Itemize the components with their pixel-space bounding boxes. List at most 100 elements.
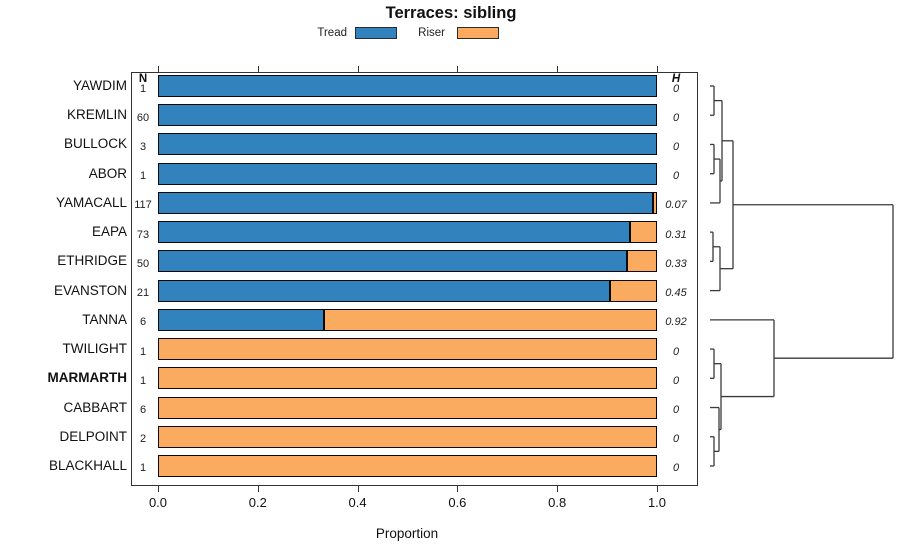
row-label: EAPA: [91, 224, 127, 240]
row-label: CABBART: [63, 399, 127, 415]
n-value: 21: [136, 287, 150, 300]
stacked-bar: [158, 454, 657, 477]
x-tick-top: [557, 66, 559, 72]
bar-segment-riser: [609, 279, 657, 302]
bar-segment-tread: [158, 104, 657, 127]
x-tick-label: 0.8: [548, 495, 567, 510]
legend-label-riser: Riser: [418, 27, 445, 39]
stacked-bar: [158, 425, 657, 448]
n-value: 6: [139, 404, 147, 417]
bar-segment-tread: [158, 308, 325, 331]
x-tick-label: 1.0: [647, 495, 667, 510]
legend-swatch-riser: [457, 27, 499, 39]
n-value: 1: [139, 170, 147, 183]
x-tick-label: 0.6: [448, 495, 467, 510]
stacked-bar: [158, 367, 657, 390]
h-value: 0: [672, 82, 680, 95]
h-value: 0: [672, 170, 680, 183]
row-label: TWILIGHT: [62, 341, 128, 357]
x-tick-label: 0.0: [148, 495, 168, 510]
bar-segment-tread: [158, 221, 630, 244]
n-value: 6: [139, 316, 147, 329]
stacked-bar: [158, 308, 657, 331]
stacked-bar: [158, 191, 657, 214]
bar-segment-riser: [627, 250, 657, 273]
bar-segment-tread: [158, 162, 657, 185]
bar-segment-tread: [158, 75, 657, 97]
bar-segment-tread: [158, 279, 610, 302]
row-label: TANNA: [82, 311, 127, 327]
bar-segment-riser: [158, 454, 657, 477]
n-value: 2: [139, 433, 147, 446]
bar-segment-riser: [629, 221, 657, 244]
h-value: 0.45: [665, 287, 687, 300]
bar-segment-tread: [158, 133, 657, 156]
bar-segment-riser: [652, 191, 657, 214]
bar-segment-riser: [324, 308, 657, 331]
h-value: 0.31: [665, 228, 687, 241]
plot-box: [131, 72, 698, 486]
x-tick-bottom: [557, 486, 559, 492]
stacked-bar: [158, 221, 657, 244]
h-value: 0: [672, 345, 680, 358]
h-value: 0: [672, 111, 680, 124]
h-value: 0: [672, 374, 680, 387]
legend-label-tread: Tread: [317, 27, 347, 39]
n-value: 1: [139, 82, 147, 95]
row-label: KREMLIN: [66, 107, 127, 123]
row-label: YAWDIM: [73, 78, 127, 93]
stacked-bar: [158, 396, 657, 419]
n-column-header: N: [138, 73, 148, 85]
h-value: 0: [672, 462, 680, 475]
h-value: 0.92: [665, 316, 687, 329]
row-label: BULLOCK: [63, 136, 127, 152]
row-label: BLACKHALL: [48, 457, 127, 473]
bar-segment-tread: [158, 191, 653, 214]
bar-segment-riser: [158, 367, 657, 390]
x-tick-top: [158, 66, 159, 72]
row-label: ABOR: [88, 165, 127, 181]
n-value: 1: [139, 462, 147, 475]
legend-swatch-tread: [355, 27, 397, 39]
n-value: 60: [136, 111, 150, 124]
x-tick-label: 0.4: [348, 495, 367, 510]
x-tick-top: [657, 66, 658, 72]
stacked-bar: [158, 162, 657, 185]
n-value: 3: [139, 140, 147, 153]
n-value: 50: [136, 257, 150, 270]
n-value: 117: [134, 199, 152, 212]
n-value: 1: [139, 345, 147, 358]
stacked-bar: [158, 104, 657, 127]
x-tick-top: [457, 66, 459, 72]
h-value: 0: [672, 433, 680, 446]
chart-title: Terraces: sibling: [385, 4, 517, 22]
x-tick-bottom: [457, 486, 459, 492]
stacked-bar: [158, 133, 657, 156]
h-value: 0.07: [665, 199, 687, 212]
n-value: 1: [139, 374, 147, 387]
h-column-header: H: [671, 73, 681, 85]
stacked-bar: [158, 75, 657, 97]
bar-segment-riser: [158, 338, 657, 361]
stacked-bar: [158, 279, 657, 302]
x-axis-title: Proportion: [375, 526, 439, 541]
x-tick-top: [357, 66, 359, 72]
x-tick-bottom: [357, 486, 359, 492]
n-value: 73: [136, 228, 150, 241]
x-tick-bottom: [257, 486, 259, 492]
x-tick-top: [257, 66, 259, 72]
row-label: DELPOINT: [59, 428, 127, 444]
x-tick-bottom: [657, 486, 658, 492]
x-tick-label: 0.2: [248, 495, 267, 510]
bar-segment-riser: [158, 396, 657, 419]
h-value: 0: [672, 140, 680, 153]
h-value: 0.33: [665, 257, 687, 270]
row-label: YAMACALL: [55, 194, 127, 210]
h-value: 0: [672, 404, 680, 417]
row-label: MARMARTH: [47, 370, 127, 386]
x-tick-bottom: [158, 486, 159, 492]
stacked-bar: [158, 250, 657, 273]
bar-segment-tread: [158, 250, 628, 273]
